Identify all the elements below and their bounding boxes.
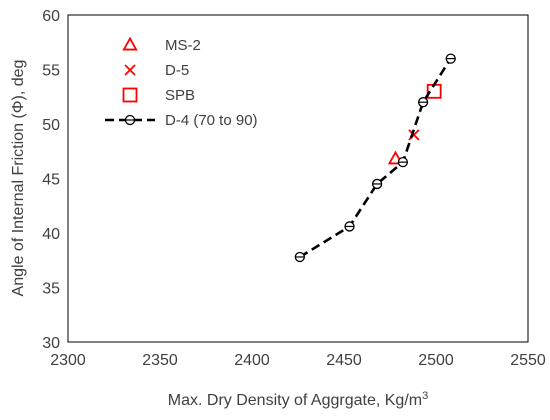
x-tick-label: 2300 xyxy=(50,352,86,369)
legend-item-d-5: D-5 xyxy=(124,62,189,79)
legend-marker-spb xyxy=(122,87,138,103)
y-axis-title: Angle of Internal Friction (Φ), deg xyxy=(10,60,27,297)
data-point-ms-2 xyxy=(387,150,404,165)
data-point-d-5-stroke-b xyxy=(408,129,420,141)
y-tick-label: 55 xyxy=(42,63,60,80)
data-point-d-4-70-to-90 xyxy=(417,97,429,108)
legend-marker-ms-2 xyxy=(122,36,138,51)
x-tick-label: 2550 xyxy=(510,352,546,369)
legend-marker-d-4-70-to-90 xyxy=(124,114,136,126)
legend-label-spb: SPB xyxy=(165,87,195,104)
legend-marker-d-5 xyxy=(124,64,136,76)
series-layer xyxy=(294,53,456,263)
series-ms-2 xyxy=(387,150,404,165)
data-point-d-4-70-to-90 xyxy=(445,53,456,64)
data-point-d-4-70-to-90 xyxy=(344,221,355,232)
y-tick-label: 40 xyxy=(42,226,60,243)
series-d-5 xyxy=(408,129,420,141)
legend-marker-d-5-stroke-b xyxy=(124,64,136,76)
data-point-d-4-70-to-90 xyxy=(397,156,409,168)
x-axis-title: Max. Dry Density of Aggrgate, Kg/m3 xyxy=(168,390,428,409)
legend-item-ms-2: MS-2 xyxy=(122,36,201,54)
y-tick-label: 30 xyxy=(42,335,60,352)
data-point-ms-2-shape xyxy=(387,150,404,165)
data-point-d-5 xyxy=(408,129,420,141)
series-line-d-4-70-to-90 xyxy=(299,57,452,259)
y-tick-label: 45 xyxy=(42,172,60,189)
legend-item-spb: SPB xyxy=(122,87,195,104)
y-tick-label: 35 xyxy=(42,281,60,298)
x-tick-label: 2450 xyxy=(326,352,362,369)
y-tick-labels: 30 35 40 45 50 55 60 xyxy=(42,8,60,352)
legend-label-d-5: D-5 xyxy=(165,62,189,79)
series-d-4-70-to-90 xyxy=(294,53,456,263)
x-tick-labels: 2300 2350 2400 2450 2500 2550 xyxy=(50,352,546,369)
plot-area xyxy=(67,14,529,343)
legend-label-ms-2: MS-2 xyxy=(165,37,201,54)
y-tick-label: 50 xyxy=(42,117,60,134)
x-tick-label: 2400 xyxy=(234,352,270,369)
x-tick-label: 2350 xyxy=(142,352,178,369)
legend-label-d-4-70-to-90: D-4 (70 to 90) xyxy=(165,112,258,129)
legend-marker-ms-2-shape xyxy=(122,36,138,51)
legend-marker-spb-shape xyxy=(122,87,138,103)
legend: MS-2 D-5 SPB D-4 (70 to 90) xyxy=(105,36,258,129)
data-point-d-4-70-to-90 xyxy=(371,178,383,190)
legend-item-d-4-70-to-90: D-4 (70 to 90) xyxy=(105,112,258,129)
data-point-d-4-70-to-90 xyxy=(294,251,305,263)
y-tick-label: 60 xyxy=(42,8,60,25)
x-tick-label: 2500 xyxy=(418,352,454,369)
